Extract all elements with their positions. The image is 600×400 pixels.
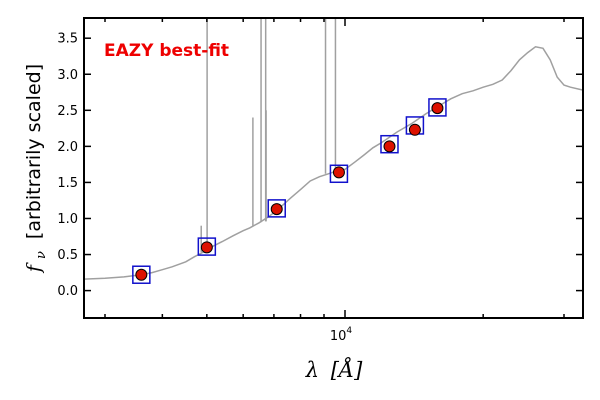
y-tick-label-7: 3.5 bbox=[57, 32, 78, 47]
model-photometry-layer bbox=[132, 98, 447, 284]
y-axis-symbol: f bbox=[23, 262, 45, 274]
annotation-label: EAZY best-fit bbox=[104, 41, 229, 61]
plot-frame bbox=[83, 17, 584, 319]
observed-point-6 bbox=[431, 102, 444, 115]
x-tick-label-0: 104 bbox=[330, 326, 353, 344]
x-axis-unit: [Å] bbox=[331, 357, 363, 382]
model-point-1 bbox=[197, 237, 217, 256]
observed-photometry-layer bbox=[135, 102, 444, 281]
y-tick-label-0: 0.0 bbox=[57, 284, 78, 299]
model-point-4 bbox=[380, 134, 399, 154]
y-tick-label-2: 1.0 bbox=[57, 212, 78, 227]
x-tick-label-base-0: 10 bbox=[330, 329, 347, 344]
y-axis-label: f ν [arbitrarily scaled] bbox=[23, 64, 50, 274]
template-spectrum-line bbox=[83, 45, 584, 280]
emission-lines-layer bbox=[200, 18, 337, 253]
y-axis-text: [arbitrarily scaled] bbox=[23, 64, 45, 239]
y-axis-subscript: ν bbox=[34, 251, 49, 259]
y-tick-label-4: 2.0 bbox=[57, 140, 78, 155]
observed-point-2 bbox=[270, 203, 283, 216]
x-tick-label-exponent-0: 4 bbox=[346, 326, 352, 336]
y-tick-labels: 0.0 0.5 1.0 1.5 2.0 2.5 3.0 3.5 bbox=[57, 32, 78, 299]
y-tick-label-6: 3.0 bbox=[57, 68, 78, 83]
observed-point-0 bbox=[135, 268, 148, 281]
model-point-6 bbox=[428, 98, 447, 117]
model-point-2 bbox=[267, 199, 286, 218]
x-tick-labels: 104 bbox=[330, 326, 353, 344]
y-tick-label-3: 1.5 bbox=[57, 176, 78, 191]
template-spectrum-layer bbox=[83, 45, 584, 280]
observed-point-4 bbox=[383, 140, 396, 153]
y-tick-label-1: 0.5 bbox=[57, 248, 78, 263]
observed-point-3 bbox=[332, 166, 345, 179]
y-tick-label-5: 2.5 bbox=[57, 104, 78, 119]
model-point-3 bbox=[329, 164, 349, 184]
observed-point-1 bbox=[200, 241, 213, 254]
observed-point-5 bbox=[408, 123, 421, 136]
ticks-layer bbox=[84, 18, 583, 318]
model-point-0 bbox=[132, 265, 151, 284]
x-axis-symbol: λ bbox=[305, 358, 319, 382]
x-axis-label: λ [Å] bbox=[305, 357, 363, 382]
